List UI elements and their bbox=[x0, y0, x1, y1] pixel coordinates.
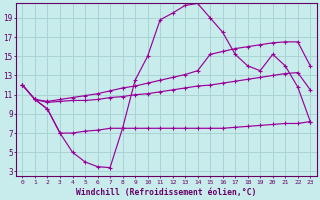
X-axis label: Windchill (Refroidissement éolien,°C): Windchill (Refroidissement éolien,°C) bbox=[76, 188, 257, 197]
